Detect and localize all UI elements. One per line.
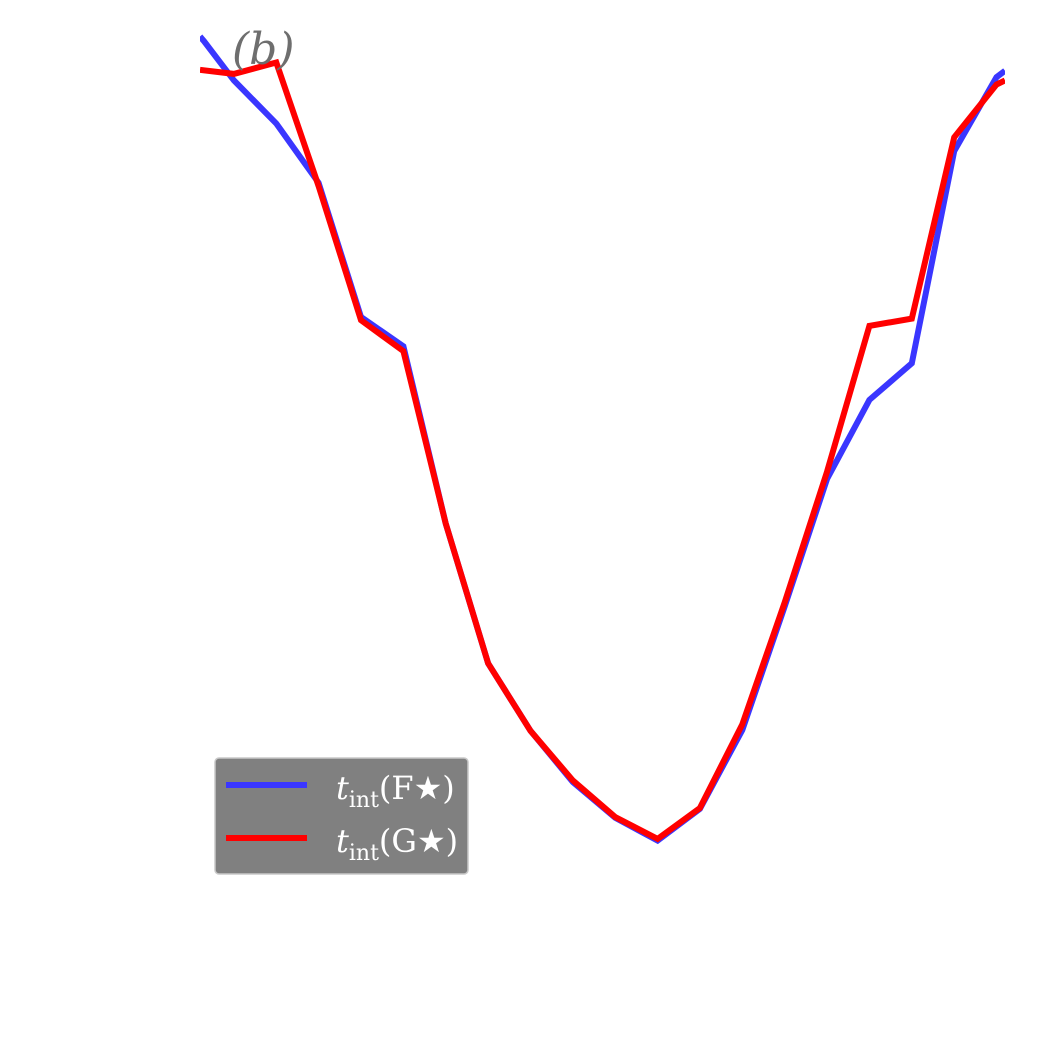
legend-label-2: tint(G★) — [336, 822, 458, 866]
legend: tint(F★) tint(G★) — [214, 757, 469, 875]
legend-label-1: tint(F★) — [336, 769, 455, 813]
series-layer — [200, 34, 1005, 845]
panel-label: (b) — [232, 24, 295, 75]
series-line-1 — [200, 34, 1005, 845]
series-1 — [200, 34, 1005, 845]
series-line-2 — [200, 58, 1005, 843]
series-2 — [200, 58, 1005, 843]
legend-entry-1: tint(F★) — [226, 769, 455, 813]
legend-entry-2: tint(G★) — [226, 822, 458, 866]
